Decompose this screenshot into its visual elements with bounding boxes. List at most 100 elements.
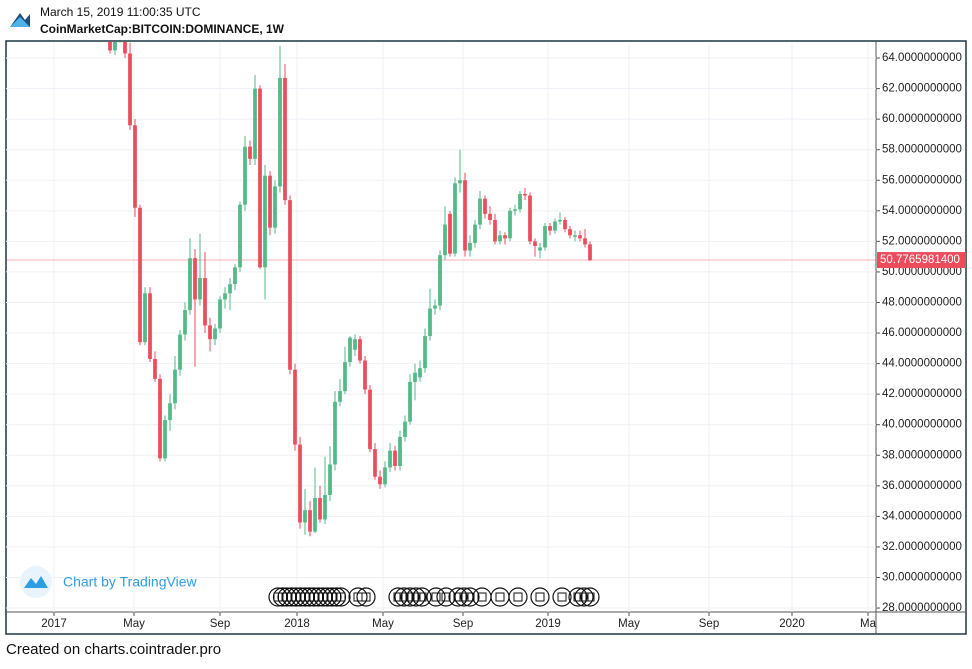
- candle-body: [188, 258, 192, 311]
- candle-body: [563, 219, 567, 230]
- candle-body: [238, 204, 242, 268]
- candle-body: [388, 450, 392, 468]
- y-tick-label: 50.0000000000: [882, 266, 962, 278]
- candle-body: [178, 334, 182, 370]
- candle-body: [323, 494, 327, 520]
- candle-body: [123, 42, 127, 54]
- candle-body: [168, 403, 172, 421]
- y-tick-label: 28.0000000000: [882, 602, 962, 614]
- x-tick-label: Sep: [210, 618, 230, 630]
- y-tick-label: 40.0000000000: [882, 419, 962, 431]
- candle-body: [158, 378, 162, 459]
- y-tick-label: 36.0000000000: [882, 480, 962, 492]
- candle-body: [148, 293, 152, 360]
- candle-body: [498, 235, 502, 242]
- candle-body: [203, 278, 207, 326]
- event-marker: [331, 587, 351, 607]
- event-marker-icon: [417, 592, 427, 602]
- event-marker: [356, 587, 376, 607]
- candle-body: [488, 213, 492, 220]
- event-marker-icon: [336, 592, 346, 602]
- candle-body: [478, 198, 482, 225]
- candle-body: [363, 360, 367, 390]
- event-marker: [552, 587, 572, 607]
- y-tick-label: 44.0000000000: [882, 358, 962, 370]
- candle-body: [538, 247, 542, 251]
- event-marker: [530, 587, 550, 607]
- x-tick-label: 2020: [779, 618, 805, 630]
- candle-body: [508, 210, 512, 239]
- candle-body: [573, 235, 577, 237]
- axes: 28.0000000000 30.0000000000 32.0000000000 3…: [41, 52, 966, 630]
- event-marker: [508, 587, 528, 607]
- event-marker-icon: [557, 592, 567, 602]
- candle-body: [358, 339, 362, 361]
- candle-body: [448, 213, 452, 254]
- y-tick-label: 32.0000000000: [882, 541, 962, 553]
- candle-body: [408, 381, 412, 422]
- y-tick-label: 42.0000000000: [882, 388, 962, 400]
- y-tick-label: 60.0000000000: [882, 113, 962, 125]
- candle-body: [163, 420, 167, 459]
- candle-body: [313, 498, 317, 532]
- candle-body: [283, 77, 287, 201]
- candle-body: [368, 389, 372, 450]
- candle-body: [543, 226, 547, 248]
- event-marker-icon: [573, 592, 583, 602]
- candle-body: [213, 328, 217, 340]
- candle-body: [588, 244, 592, 261]
- candle-body: [113, 42, 117, 51]
- candle-body: [228, 284, 232, 294]
- footer: Created on charts.cointrader.pro: [6, 641, 221, 658]
- candle-body: [303, 510, 307, 523]
- event-marker-icon: [411, 592, 421, 602]
- event-marker-icon: [579, 592, 589, 602]
- candle-body: [403, 421, 407, 437]
- chart-frame: [5, 40, 967, 635]
- event-marker: [568, 587, 588, 607]
- candle-body: [523, 194, 527, 196]
- candle-body: [133, 125, 137, 208]
- candle-body: [513, 209, 517, 211]
- y-tick-label: 48.0000000000: [882, 297, 962, 309]
- candle-body: [578, 235, 582, 239]
- event-marker: [406, 587, 426, 607]
- candle-body: [273, 186, 277, 228]
- event-marker: [574, 587, 594, 607]
- candle-body: [583, 238, 587, 245]
- candle-body: [468, 242, 472, 251]
- candle-body: [503, 235, 507, 239]
- candle-body: [173, 369, 177, 404]
- event-marker: [580, 587, 600, 607]
- candle-body: [153, 359, 157, 379]
- event-marker: [400, 587, 420, 607]
- candle-body: [333, 401, 337, 465]
- candle-body: [353, 339, 357, 350]
- x-tick-label: 2018: [284, 618, 310, 630]
- candle-body: [108, 42, 112, 51]
- event-marker: [448, 587, 468, 607]
- candle-body: [463, 180, 467, 251]
- candle-body: [278, 77, 282, 187]
- candle-body: [528, 195, 532, 242]
- event-marker-icon: [405, 592, 415, 602]
- x-tick-label: May: [372, 618, 394, 630]
- candle-body: [433, 305, 437, 309]
- candle-body: [418, 368, 422, 378]
- candle-body: [558, 219, 562, 222]
- candle-body: [443, 224, 447, 256]
- event-marker: [460, 587, 480, 607]
- y-tick-label: 62.0000000000: [882, 83, 962, 95]
- event-marker-icon: [513, 592, 523, 602]
- candle-body: [253, 88, 257, 159]
- candle-body: [193, 258, 197, 300]
- candle-body: [348, 337, 352, 363]
- event-marker-icon: [453, 592, 463, 602]
- candle-body: [243, 146, 247, 205]
- candle-body: [343, 362, 347, 392]
- y-tick-label: 38.0000000000: [882, 449, 962, 461]
- event-marker-icon: [459, 592, 469, 602]
- x-tick-label: Sep: [453, 618, 473, 630]
- candle-body: [338, 391, 342, 402]
